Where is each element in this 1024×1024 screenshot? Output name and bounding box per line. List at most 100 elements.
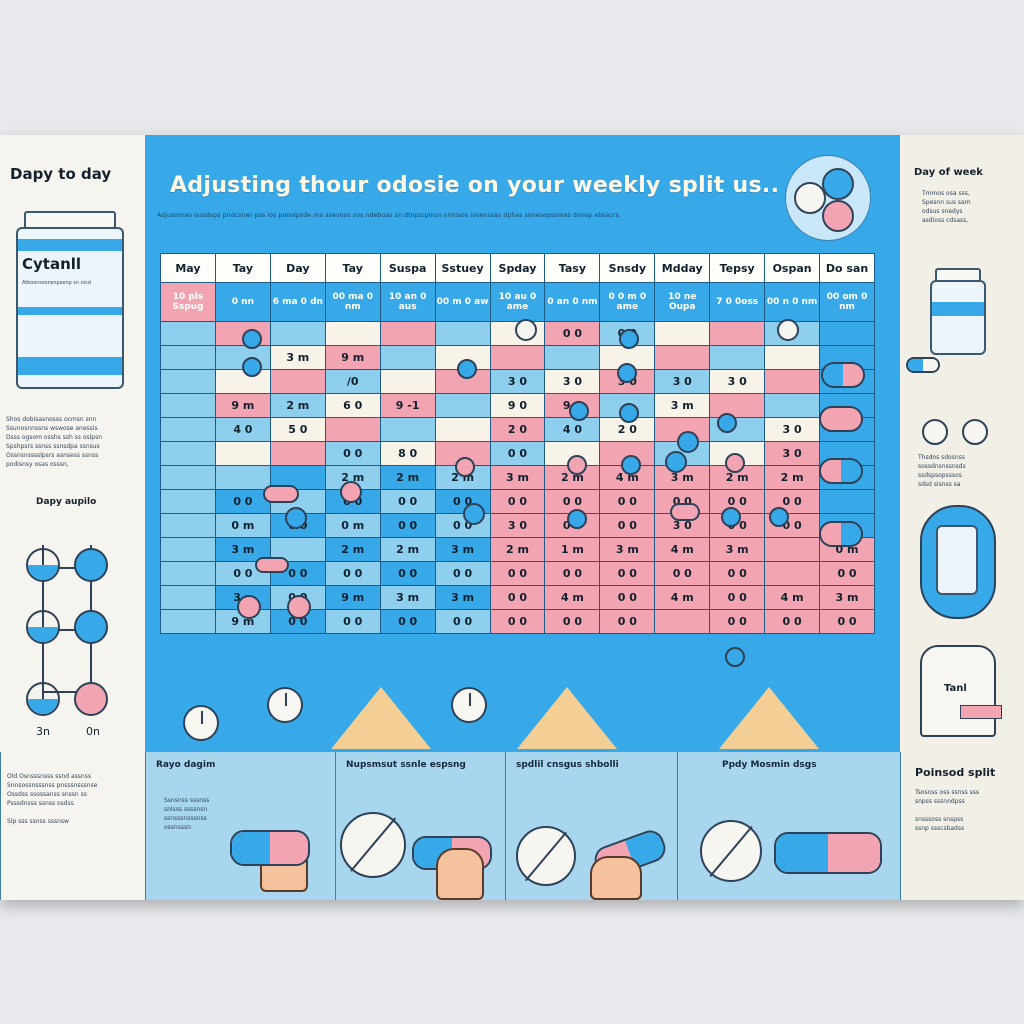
pink-pill-icon [287, 595, 311, 619]
small-bottle-icon [930, 268, 986, 355]
blue-pink-capsule-icon [230, 830, 310, 866]
right-notes-top: Tmmos osa sss, Spesnn sus sam odsus sned… [922, 190, 971, 224]
grid-cell: 2 m [489, 537, 546, 562]
grid-cell [764, 561, 821, 586]
grid-cell [324, 417, 381, 442]
blue-pill-icon [769, 507, 789, 527]
grid-dose-cell: 10 pls Sspug [160, 282, 216, 322]
grid-cell: 0 0 [544, 609, 601, 634]
page-title: Adjusting thour odosie on your weekly sp… [170, 173, 780, 198]
grid-cell: 9 -1 [379, 393, 436, 418]
grid-cell [214, 369, 271, 394]
pink-pill-icon [340, 481, 362, 503]
grid-cell: 0 0 [489, 441, 546, 466]
grid-cell: 0 m [324, 513, 381, 538]
grid-cell [434, 345, 491, 370]
grid-cell [654, 321, 711, 346]
blue-pill-icon [665, 451, 687, 473]
grid-cell: 0 0 [544, 561, 601, 586]
blue-pill-icon [285, 507, 307, 529]
grid-cell: 3 0 [654, 369, 711, 394]
grid-cell: 0 0 [379, 609, 436, 634]
grid-dose-cell: 0 nn [214, 282, 271, 322]
grid-cell [160, 561, 216, 586]
bottom-right-notes: Poinsod split Tsosnss oss ssnss sss snps… [900, 752, 1024, 900]
grid-column-header: Suspa [379, 253, 436, 283]
grid-dose-cell: 7 0 0oss [709, 282, 766, 322]
grid-cell [434, 369, 491, 394]
grid-cell [214, 465, 271, 490]
grid-cell: 4 0 [214, 417, 271, 442]
bottle-cap-icon [24, 211, 116, 229]
pill-split-tent-icon [517, 687, 617, 749]
grid-column-header: Sstuey [434, 253, 491, 283]
grid-cell: 3 m [654, 393, 711, 418]
pink-pill-icon [455, 457, 475, 477]
clock-dial-icon [267, 687, 303, 723]
grid-cell: 2 m [379, 465, 436, 490]
bottom-panel-2: Nupsmsut ssnle espsng [335, 752, 505, 900]
grid-cell [434, 393, 491, 418]
pill-badge-icon [785, 155, 871, 241]
grid-cell: 0 0 [489, 561, 546, 586]
grid-cell: 0 0 [544, 321, 601, 346]
grid-cell [379, 321, 436, 346]
grid-cell [214, 441, 271, 466]
grid-column-header: May [160, 253, 216, 283]
grid-cell: 0 0 [599, 513, 656, 538]
table-row: 3 p0 09 m3 m3 m0 04 m0 04 m0 04 m3 m [160, 585, 875, 610]
grid-cell: 3 0 [764, 441, 821, 466]
grid-cell [160, 321, 216, 346]
grid-cell: 0 0 [489, 489, 546, 514]
pink-pill-icon [237, 595, 261, 619]
left-heading: Dapy to day [10, 165, 112, 183]
bottle-label: Cytanll [22, 255, 82, 273]
grid-cell [160, 537, 216, 562]
grid-cell: 8 0 [379, 441, 436, 466]
grid-cell: 0 0 [324, 561, 381, 586]
grid-dose-cell: 0 an 0 nm [544, 282, 601, 322]
pill-split-tent-icon [719, 687, 819, 749]
grid-column-header: Do san [819, 253, 875, 283]
table-row: 0 00 00 00 00 00 00 00 00 00 0 [160, 489, 875, 514]
grid-cell: 0 0 [324, 609, 381, 634]
grid-cell: 2 m [324, 537, 381, 562]
bottle-sublabel: Atkoonsosnsnpsenp sn oisd [22, 280, 91, 286]
half-dose-icon [26, 682, 60, 716]
grid-cell: 0 0 [324, 441, 381, 466]
grid-cell [160, 441, 216, 466]
grid-column-header: Tepsy [709, 253, 766, 283]
grid-cell [160, 609, 216, 634]
grid-cell [160, 417, 216, 442]
grid-cell: 4 m [654, 585, 711, 610]
half-dose-icon [26, 548, 60, 582]
clock-dial-icon [183, 705, 219, 741]
pink-dose-icon [74, 682, 108, 716]
pink-capsule-icon [670, 503, 700, 521]
grid-cell [160, 585, 216, 610]
blue-capsule-icon [906, 357, 940, 373]
grid-cell: 0 0 [434, 609, 491, 634]
blue-pill-icon [717, 413, 737, 433]
grid-cell [764, 393, 821, 418]
split-pill-icon [516, 826, 576, 886]
grid-cell [434, 321, 491, 346]
pill-split-tent-icon [331, 687, 431, 749]
grid-cell: 6 0 [324, 393, 381, 418]
grid-cell [434, 417, 491, 442]
white-pill-icon [777, 319, 799, 341]
grid-cell: 3 m [434, 537, 491, 562]
grid-cell [654, 345, 711, 370]
full-dose-icon [74, 548, 108, 582]
grid-cell [654, 609, 711, 634]
pink-pill-icon [725, 453, 745, 473]
grid-cell: 0 0 [599, 609, 656, 634]
grid-cell: 3 m [489, 465, 546, 490]
grid-column-header: Day [269, 253, 326, 283]
grid-cell: 3 0 [709, 369, 766, 394]
grid-dose-cell: 00 n 0 nm [764, 282, 821, 322]
